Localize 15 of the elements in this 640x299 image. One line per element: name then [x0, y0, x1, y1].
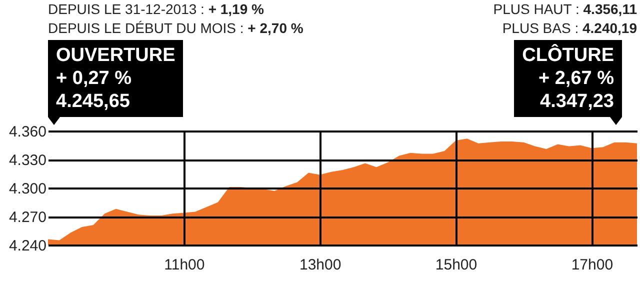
x-tick-label: 13h00 — [299, 256, 342, 274]
text: CLÔTURE + 2,67 % 4.347,23 — [514, 40, 622, 117]
text: DEPUIS LE 31-12-2013 : + 1,19 % — [48, 0, 264, 18]
text: DEPUIS LE DÉBUT DU MOIS : + 2,70 % — [48, 19, 304, 37]
text: OUVERTURE + 0,27 % 4.245,65 — [48, 40, 184, 117]
y-tick-label: 4.270 — [8, 209, 46, 226]
x-tick-label: 17h00 — [571, 256, 614, 274]
y-tick-label: 4.360 — [8, 124, 46, 140]
x-tick-label: 15h00 — [435, 256, 478, 274]
text: PLUS HAUT : 4.356,11 — [493, 0, 637, 18]
y-tick-label: 4.240 — [8, 238, 46, 254]
y-tick-label: 4.300 — [8, 180, 46, 198]
text: PLUS BAS : 4.240,19 — [502, 19, 637, 37]
x-tick-label: 11h00 — [164, 256, 205, 274]
y-tick-label: 4.330 — [8, 152, 46, 169]
